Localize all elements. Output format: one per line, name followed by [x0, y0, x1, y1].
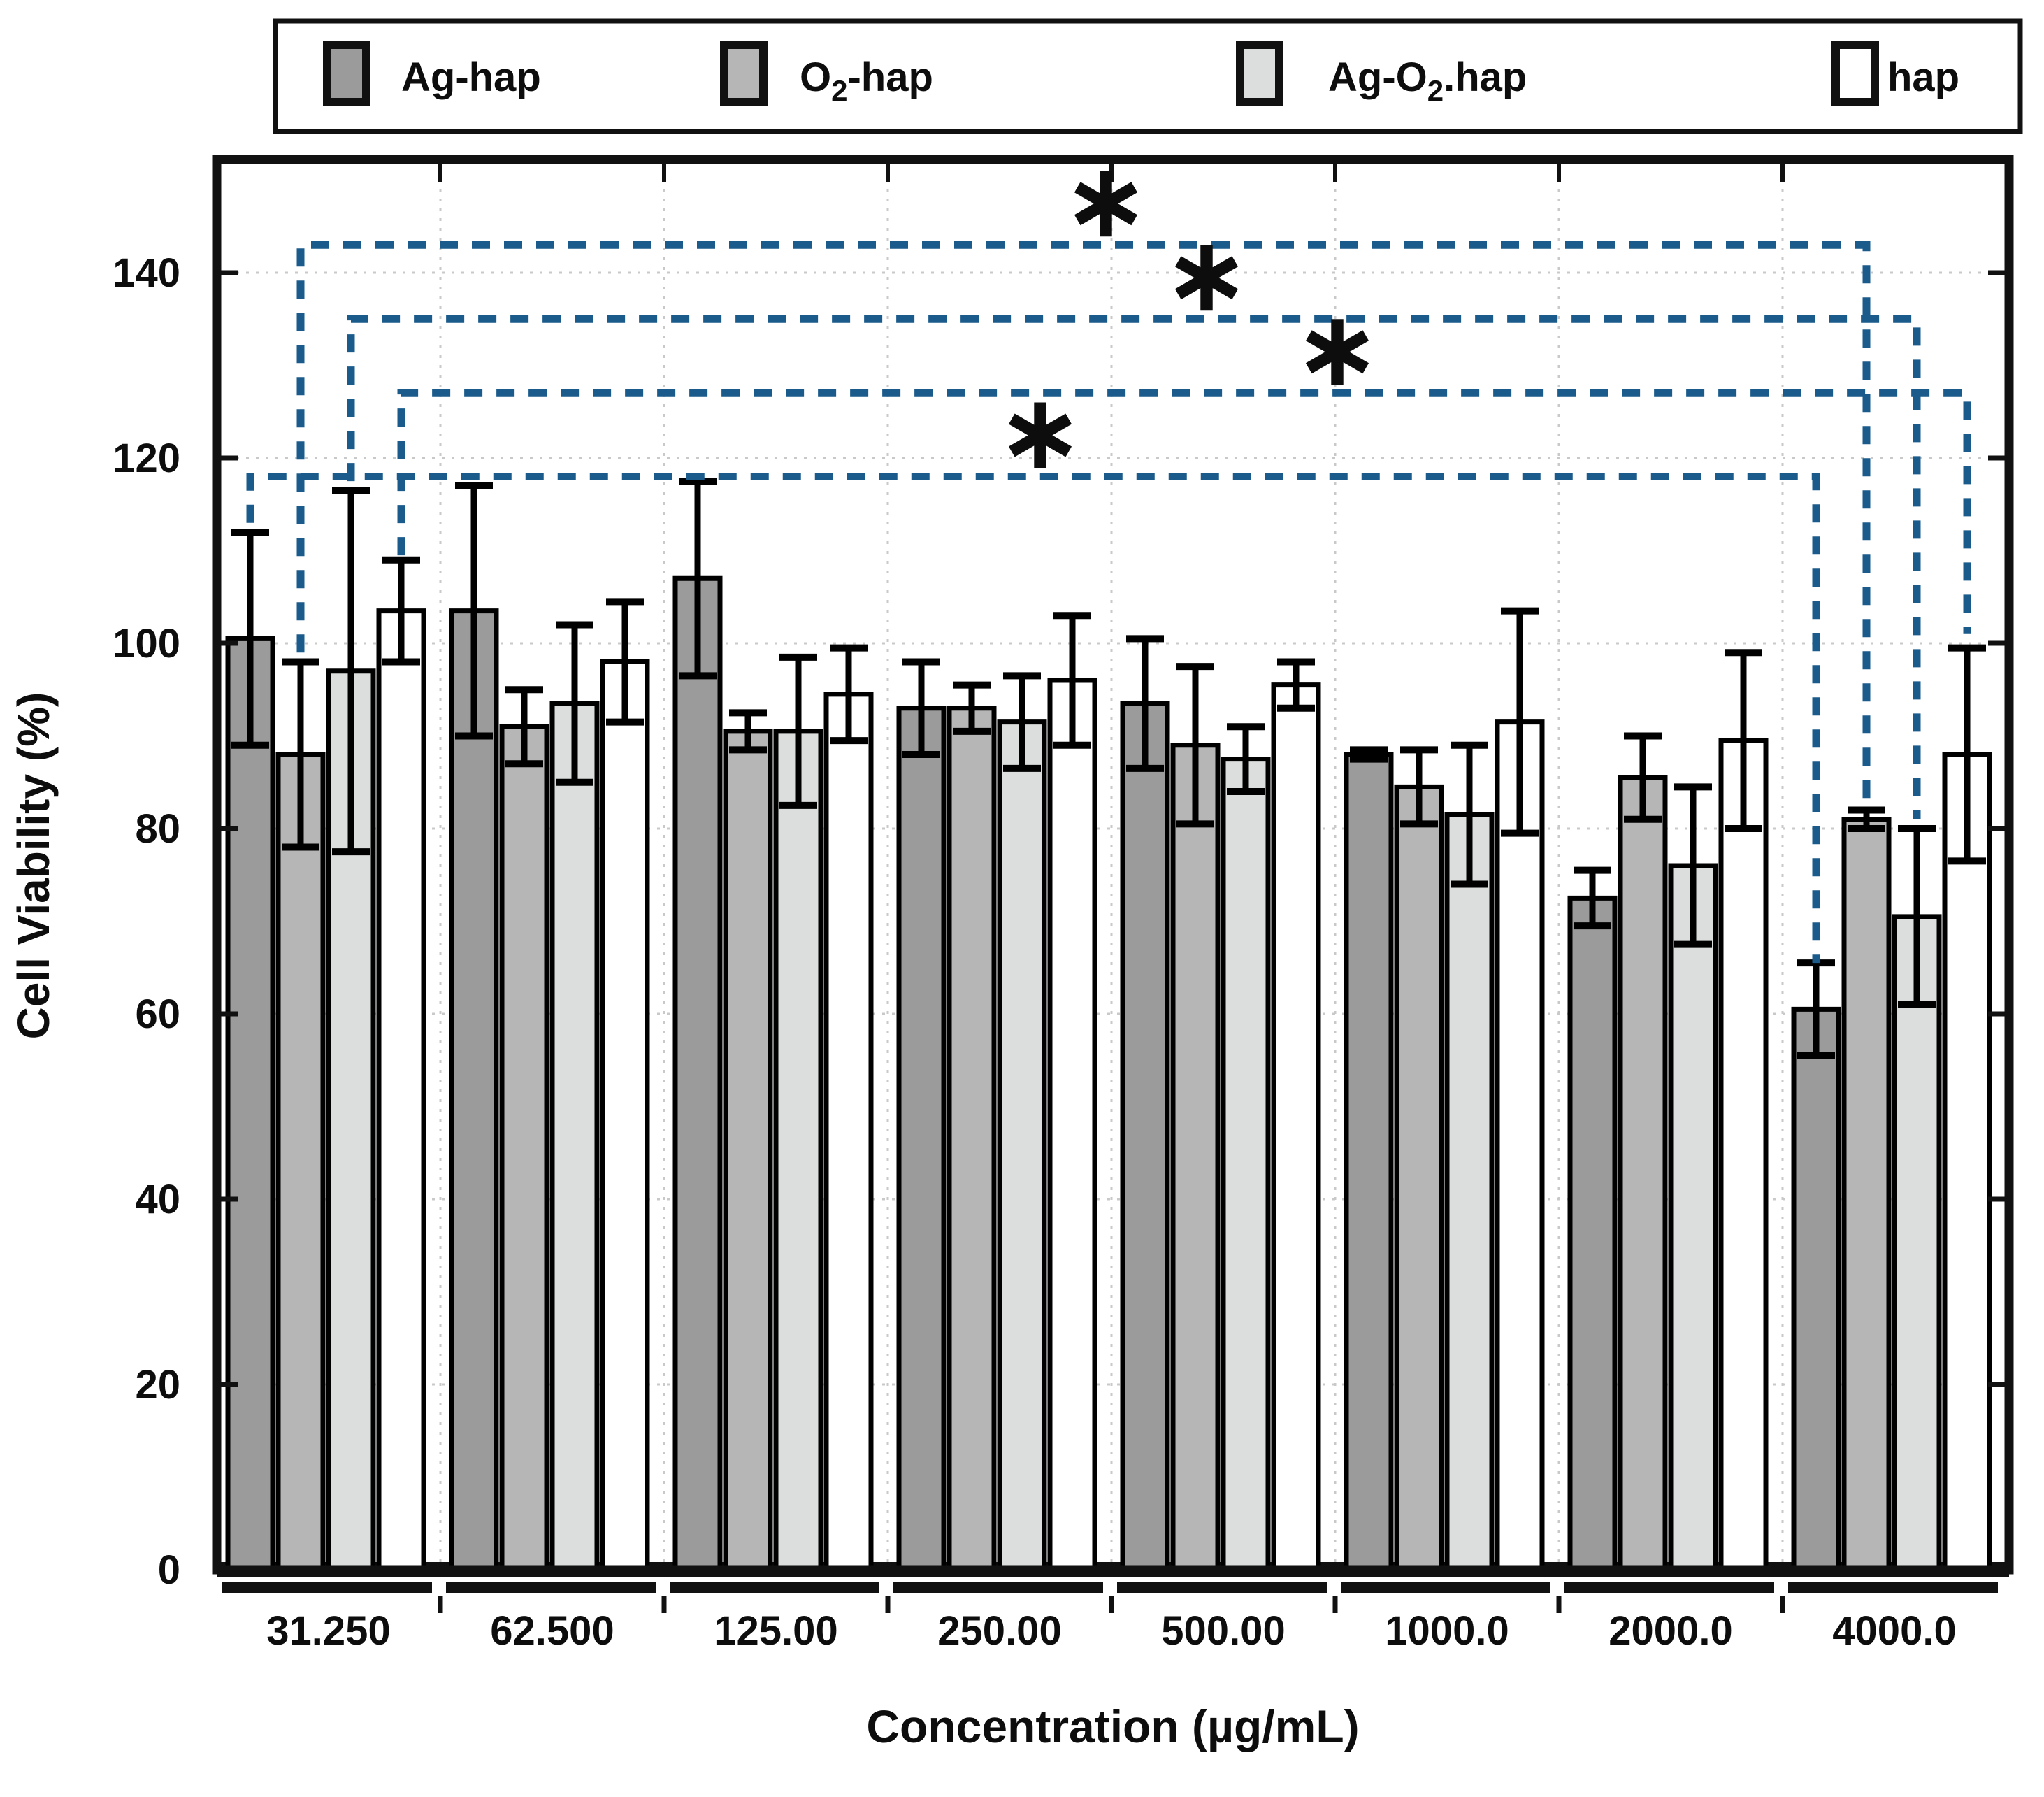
bar-O2-hap-2000.0	[1618, 775, 1668, 1573]
bar-hap-125.00	[823, 692, 874, 1573]
baseline-shadow	[222, 1582, 432, 1593]
significance-star-Ag-O2.hap: ∗	[1163, 215, 1251, 333]
bar-O2-hap-250.00	[947, 706, 997, 1573]
legend: Ag-hap O2-hap Ag-O2.hap hap	[273, 18, 2023, 134]
y-tick-label: 20	[135, 1362, 180, 1408]
y-tick-label: 100	[113, 621, 180, 666]
bar-hap-2000.0	[1718, 738, 1769, 1573]
bar-Ag-hap-125.00	[672, 575, 723, 1573]
bar-hap-250.00	[1047, 678, 1097, 1573]
x-tick-label: 250.00	[937, 1608, 1061, 1654]
tick-labels: 0 20 40 60 80 100 120 140 31.250 62.500 125.00 250.…	[113, 250, 1956, 1654]
y-tick-label: 140	[113, 250, 180, 296]
legend-label-Ag-O2.hap: Ag-O2.hap	[1328, 55, 1527, 107]
bar-Ag-hap-4000.0	[1791, 1006, 1841, 1573]
significance-bracket-hap	[397, 389, 1971, 634]
legend-swatch-O2-hap	[720, 41, 768, 106]
bar-Ag-O2.hap-500.00	[1221, 757, 1271, 1573]
y-tick-label: 80	[135, 806, 180, 852]
significance-star-Ag-hap: ∗	[996, 373, 1084, 491]
x-tick-label: 125.00	[714, 1608, 837, 1654]
legend-item-hap: hap	[1831, 41, 1959, 106]
bar-Ag-hap-31.250	[225, 636, 275, 1573]
bar-O2-hap-1000.0	[1394, 784, 1444, 1573]
legend-swatch-Ag-O2.hap	[1236, 41, 1283, 106]
x-tick-label: 4000.0	[1832, 1608, 1956, 1654]
bar-Ag-hap-1000.0	[1344, 752, 1394, 1573]
bar-Ag-hap-500.00	[1120, 701, 1170, 1573]
significance-brackets: ∗∗∗∗	[246, 141, 1971, 964]
legend-label-Ag-hap: Ag-hap	[401, 55, 541, 100]
y-tick-label: 0	[158, 1547, 180, 1593]
y-axis-title: Cell Viability (%)	[8, 692, 59, 1040]
bar-Ag-O2.hap-250.00	[997, 719, 1047, 1573]
baseline-shadow	[670, 1582, 879, 1593]
x-tick-label: 31.250	[266, 1608, 390, 1654]
significance-bracket-Ag-O2.hap	[347, 315, 1921, 819]
significance-star-hap: ∗	[1293, 289, 1381, 407]
bars	[225, 478, 1992, 1573]
bar-Ag-O2.hap-1000.0	[1444, 812, 1495, 1573]
bar-O2-hap-4000.0	[1841, 817, 1892, 1573]
bar-Ag-O2.hap-4000.0	[1892, 914, 1942, 1573]
bar-Ag-O2.hap-125.00	[773, 729, 823, 1573]
bar-hap-500.00	[1271, 682, 1321, 1573]
bar-O2-hap-500.00	[1170, 743, 1221, 1573]
significance-bracket-O2-hap	[296, 241, 1871, 801]
bar-hap-1000.0	[1495, 719, 1545, 1573]
y-tick-label: 60	[135, 991, 180, 1037]
bar-Ag-O2.hap-62.500	[549, 701, 600, 1573]
bar-hap-62.500	[600, 659, 650, 1573]
bar-Ag-hap-2000.0	[1567, 895, 1618, 1573]
legend-label-hap: hap	[1887, 55, 1959, 100]
x-axis-title: Concentration (µg/mL)	[866, 1701, 1359, 1752]
axis-ticks	[217, 159, 2009, 1613]
baseline-shadow	[1117, 1582, 1327, 1593]
legend-swatch-Ag-hap	[323, 41, 370, 106]
y-tick-label: 120	[113, 436, 180, 481]
bar-O2-hap-62.500	[499, 724, 549, 1573]
bar-Ag-O2.hap-2000.0	[1668, 863, 1718, 1573]
x-tick-label: 2000.0	[1608, 1608, 1732, 1654]
bar-hap-4000.0	[1942, 752, 1992, 1573]
baseline-shadow	[893, 1582, 1103, 1593]
significance-star-O2-hap: ∗	[1062, 141, 1150, 259]
y-tick-label: 40	[135, 1177, 180, 1222]
bar-Ag-hap-62.500	[449, 608, 499, 1573]
bar-O2-hap-31.250	[275, 752, 326, 1573]
bar-Ag-hap-250.00	[896, 706, 947, 1573]
legend-label-O2-hap: O2-hap	[800, 55, 933, 107]
legend-swatch-hap	[1831, 41, 1879, 106]
x-tick-label: 62.500	[490, 1608, 614, 1654]
legend-item-Ag-hap: Ag-hap	[323, 41, 541, 106]
bar-hap-31.250	[376, 608, 426, 1573]
baseline-shadow	[1341, 1582, 1550, 1593]
bar-O2-hap-125.00	[723, 729, 773, 1573]
legend-item-O2-hap: O2-hap	[720, 41, 933, 107]
baseline-shadow	[1564, 1582, 1774, 1593]
baseline-shadow	[1788, 1582, 1998, 1593]
x-tick-label: 500.00	[1161, 1608, 1285, 1654]
baseline-shadow	[446, 1582, 656, 1593]
x-tick-label: 1000.0	[1385, 1608, 1509, 1654]
legend-item-Ag-O2.hap: Ag-O2.hap	[1236, 41, 1527, 107]
legend-box	[273, 18, 2023, 134]
